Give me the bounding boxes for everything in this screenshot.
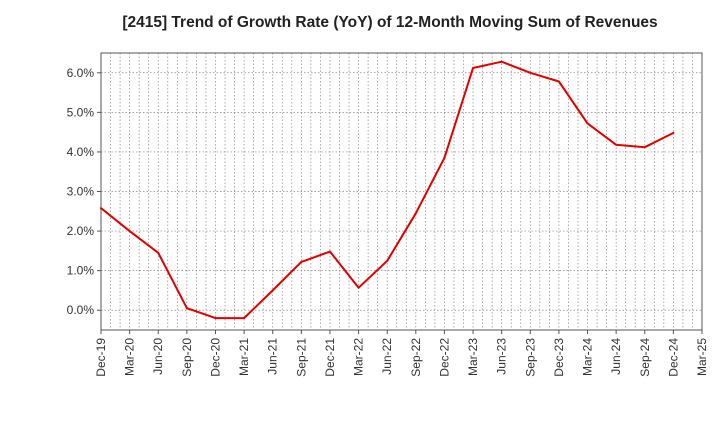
series-layer <box>100 60 675 320</box>
x-tick-label: Dec-19 <box>94 338 108 377</box>
x-tick-label: Jun-21 <box>266 338 280 375</box>
x-tick-label: Sep-23 <box>523 338 537 377</box>
y-axis-tick-labels: 0.0% 1.0% 2.0% 3.0% 4.0% 5.0% 6.0% <box>67 66 101 317</box>
x-tick-label: Sep-24 <box>638 338 652 377</box>
axes <box>100 52 703 331</box>
x-tick-label: Mar-23 <box>466 338 480 376</box>
data-point <box>300 260 303 263</box>
x-tick-label: Mar-24 <box>581 338 595 376</box>
x-tick-label: Sep-22 <box>409 338 423 377</box>
y-tick-label: 2.0% <box>67 224 95 238</box>
data-point <box>529 71 532 74</box>
data-point <box>672 131 675 134</box>
chart-title: [2415] Trend of Growth Rate (YoY) of 12-… <box>122 14 658 31</box>
data-point <box>643 146 646 149</box>
x-tick-label: Sep-21 <box>294 338 308 377</box>
x-tick-label: Dec-24 <box>666 338 680 377</box>
x-tick-label: Dec-23 <box>552 338 566 377</box>
y-tick-label: 0.0% <box>67 303 95 317</box>
y-tick-label: 6.0% <box>67 66 95 80</box>
plot-frame <box>100 52 703 331</box>
x-axis-tick-labels: Dec-19 Mar-20 Jun-20 Sep-20 Dec-20 Mar-21 Jun-… <box>94 330 709 377</box>
x-tick-label: Jun-23 <box>495 338 509 375</box>
grid-lines <box>101 53 702 330</box>
x-tick-label: Mar-25 <box>695 338 709 376</box>
data-point <box>615 143 618 146</box>
y-tick-label: 4.0% <box>67 145 95 159</box>
data-point <box>214 317 217 320</box>
data-point <box>157 251 160 254</box>
data-point <box>472 67 475 70</box>
data-point <box>443 156 446 159</box>
y-tick-label: 1.0% <box>67 264 95 278</box>
x-tick-label: Mar-22 <box>352 338 366 376</box>
data-point <box>414 212 417 215</box>
x-tick-label: Mar-20 <box>123 338 137 376</box>
data-point <box>586 122 589 125</box>
y-tick-label: 3.0% <box>67 185 95 199</box>
data-point <box>100 207 102 210</box>
x-tick-label: Jun-20 <box>151 338 165 375</box>
x-tick-label: Dec-21 <box>323 338 337 377</box>
data-point <box>386 259 389 262</box>
data-point <box>243 317 246 320</box>
data-point <box>328 250 331 253</box>
y-tick-label: 5.0% <box>67 105 95 119</box>
data-point <box>557 80 560 83</box>
x-tick-label: Dec-20 <box>208 338 222 377</box>
x-tick-label: Dec-22 <box>437 338 451 377</box>
data-point <box>357 286 360 289</box>
x-tick-label: Jun-24 <box>609 338 623 375</box>
data-point <box>185 307 188 310</box>
data-point <box>500 60 503 63</box>
data-point <box>128 230 131 233</box>
x-tick-label: Jun-22 <box>380 338 394 375</box>
x-tick-label: Sep-20 <box>180 338 194 377</box>
x-tick-label: Mar-21 <box>237 338 251 376</box>
data-point <box>271 289 274 292</box>
